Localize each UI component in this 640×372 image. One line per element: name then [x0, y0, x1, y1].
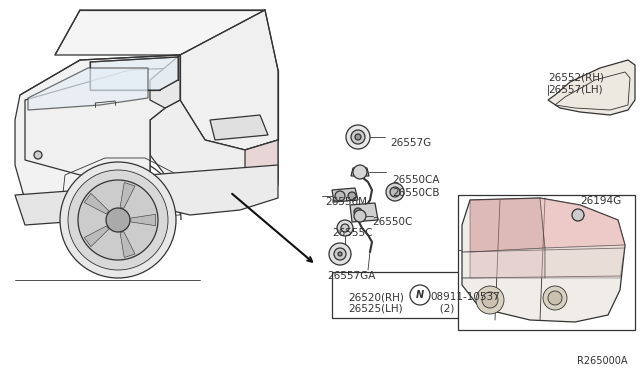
Text: R265000A: R265000A	[577, 356, 628, 366]
Text: 26557GA: 26557GA	[327, 271, 376, 281]
Text: 26550CA: 26550CA	[392, 175, 440, 185]
Polygon shape	[351, 168, 369, 176]
Polygon shape	[131, 214, 156, 226]
Polygon shape	[332, 188, 358, 202]
Circle shape	[386, 183, 404, 201]
Polygon shape	[15, 185, 175, 225]
Polygon shape	[470, 198, 545, 252]
Circle shape	[68, 170, 168, 270]
Circle shape	[348, 192, 356, 200]
Circle shape	[543, 286, 567, 310]
Polygon shape	[462, 198, 625, 322]
Circle shape	[329, 243, 351, 265]
Circle shape	[78, 180, 158, 260]
Polygon shape	[210, 115, 268, 140]
Circle shape	[355, 134, 361, 140]
Polygon shape	[84, 226, 109, 247]
Circle shape	[482, 292, 498, 308]
Polygon shape	[150, 55, 180, 108]
Text: 26550C: 26550C	[372, 217, 412, 227]
Text: 26194G: 26194G	[580, 196, 621, 206]
Text: 26550CB: 26550CB	[392, 188, 440, 198]
Polygon shape	[150, 100, 278, 195]
Polygon shape	[548, 60, 635, 115]
Polygon shape	[84, 193, 109, 214]
Circle shape	[334, 248, 346, 260]
Circle shape	[572, 209, 584, 221]
Circle shape	[34, 151, 42, 159]
Circle shape	[353, 165, 367, 179]
Polygon shape	[540, 198, 625, 248]
Circle shape	[354, 208, 362, 216]
Text: 26520(RH)
26525(LH): 26520(RH) 26525(LH)	[348, 292, 404, 314]
Circle shape	[476, 286, 504, 314]
Text: 26552(RH)
26557(LH): 26552(RH) 26557(LH)	[548, 73, 604, 94]
Circle shape	[354, 210, 366, 222]
Circle shape	[341, 224, 349, 232]
Text: 08911-10537
   (2): 08911-10537 (2)	[430, 292, 500, 314]
Text: 26556M: 26556M	[325, 197, 367, 207]
Circle shape	[548, 291, 562, 305]
Circle shape	[106, 208, 130, 232]
Polygon shape	[120, 183, 135, 208]
Circle shape	[346, 125, 370, 149]
Polygon shape	[90, 57, 178, 90]
Polygon shape	[545, 245, 625, 278]
Polygon shape	[120, 232, 135, 257]
Circle shape	[390, 187, 400, 197]
Polygon shape	[15, 55, 180, 220]
Polygon shape	[350, 203, 378, 222]
Polygon shape	[470, 248, 545, 278]
Circle shape	[335, 191, 345, 201]
Polygon shape	[458, 195, 635, 330]
Polygon shape	[25, 68, 175, 175]
Polygon shape	[148, 165, 278, 215]
Circle shape	[338, 252, 342, 256]
Polygon shape	[28, 68, 148, 110]
Polygon shape	[180, 10, 278, 150]
Circle shape	[60, 162, 176, 278]
Text: N: N	[416, 290, 424, 300]
Circle shape	[337, 220, 353, 236]
Text: 26555C: 26555C	[332, 228, 372, 238]
Circle shape	[351, 130, 365, 144]
Circle shape	[410, 285, 430, 305]
Text: 26557G: 26557G	[390, 138, 431, 148]
Polygon shape	[55, 10, 265, 55]
Polygon shape	[245, 140, 278, 195]
